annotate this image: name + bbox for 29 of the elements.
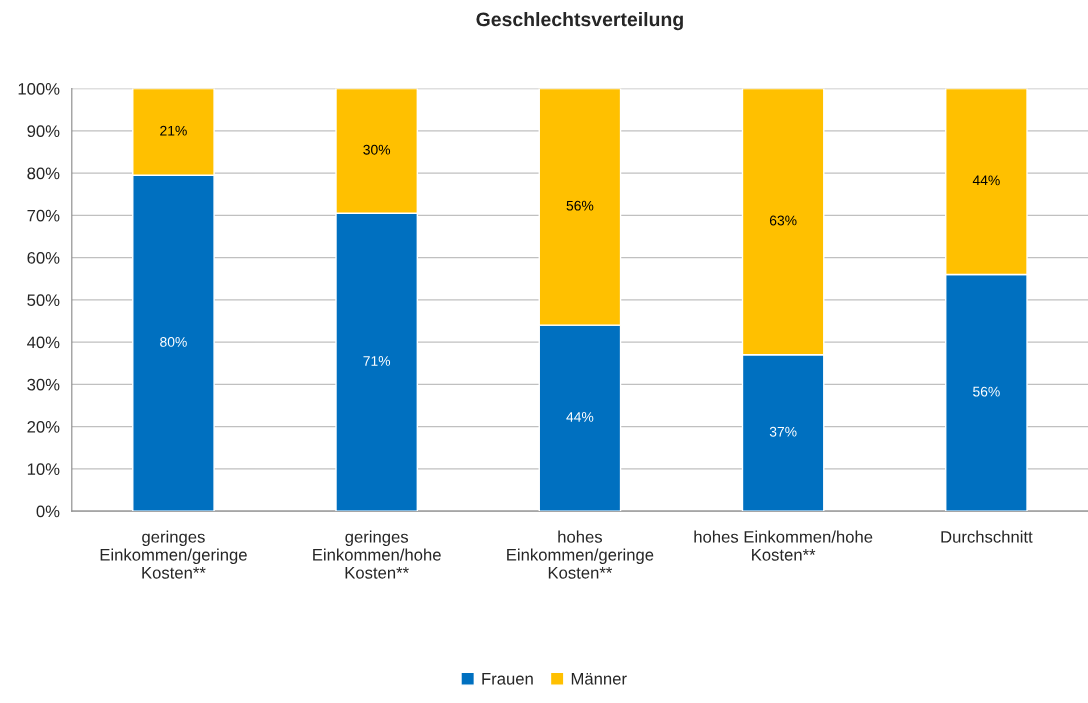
x-tick-label: geringes Einkommen/hohe Kosten** (313, 530, 441, 579)
data-label: 63% (769, 215, 797, 226)
data-label: 71% (363, 356, 391, 366)
y-tick-label: 40% (27, 336, 60, 349)
y-tick-label: 60% (27, 251, 60, 264)
x-tick-label: geringes Einkommen/geringe Kosten** (100, 530, 247, 579)
y-tick-label: 0% (36, 505, 60, 518)
y-tick-label: 90% (27, 125, 60, 138)
data-label: 21% (160, 125, 187, 136)
y-tick-label: 80% (27, 167, 60, 180)
x-tick-label: hohes Einkommen/geringe Kosten** (507, 530, 654, 579)
data-label: 56% (973, 386, 1000, 397)
data-label: 44% (972, 175, 1000, 186)
y-tick-label: 30% (27, 378, 60, 391)
data-label: 80% (160, 337, 187, 347)
chart-title: Geschlechtsverteilung (476, 11, 683, 31)
x-tick-label: hohes Einkommen/hohe Kosten** (694, 530, 873, 561)
y-tick-label: 20% (27, 420, 60, 433)
data-label: 30% (363, 144, 391, 155)
x-tick-label: Durchschnitt (941, 530, 1033, 543)
y-tick-label: 70% (27, 209, 60, 222)
data-label: 56% (566, 200, 594, 211)
y-tick-label: 100% (18, 82, 60, 95)
legend-label: Männer (571, 673, 627, 685)
legend-label: Frauen (482, 673, 533, 685)
y-tick-label: 50% (27, 294, 60, 307)
data-label: 44% (566, 412, 594, 422)
data-label: 37% (769, 426, 797, 437)
y-tick-label: 10% (27, 463, 60, 476)
